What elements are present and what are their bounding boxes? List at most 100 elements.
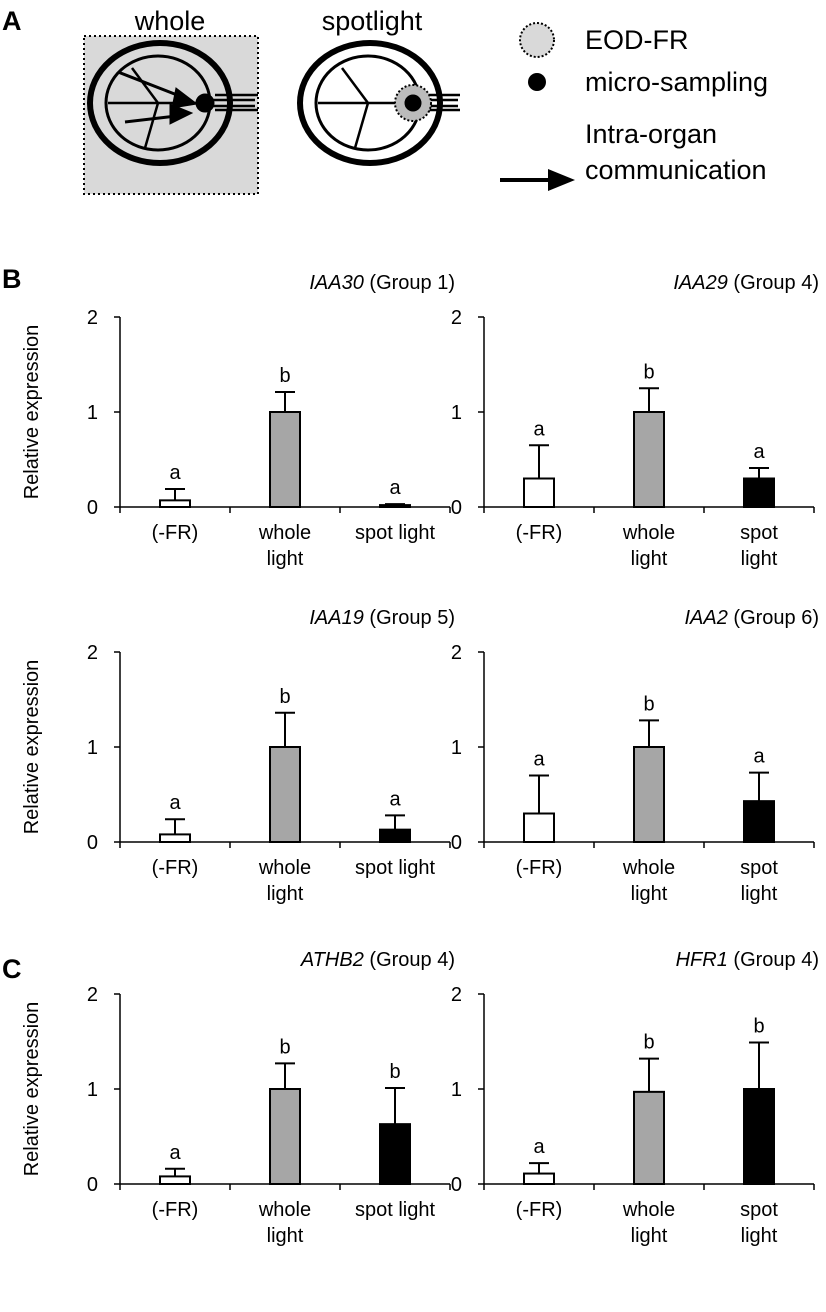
bar: [633, 411, 665, 508]
chart-title: HFR1 (Group 4): [676, 949, 819, 971]
y-tick-label: 1: [451, 402, 462, 424]
significance-letter: b: [279, 686, 290, 708]
chart-title: IAA2 (Group 6): [684, 607, 819, 629]
diagram-label: spotlight: [322, 6, 423, 36]
x-tick-label: whole light: [258, 1199, 312, 1247]
group-name: (Group 5): [369, 607, 455, 629]
significance-letter: a: [533, 749, 545, 771]
bar: [743, 800, 775, 844]
legend-text: EOD-FR: [585, 25, 689, 55]
y-tick-label: 2: [451, 307, 462, 329]
legend-text: Intra-organ communication: [585, 119, 767, 185]
panel-label: A: [2, 6, 22, 36]
legend-text: micro-sampling: [585, 67, 769, 97]
y-tick-label: 0: [87, 497, 98, 519]
legend-icons: [500, 22, 575, 191]
x-tick-label: whole light: [258, 857, 312, 905]
y-tick-label: 2: [451, 984, 462, 1006]
gene-name: IAA19: [309, 607, 363, 629]
x-tick-label: whole light: [622, 1199, 676, 1247]
panel-label: B: [2, 264, 22, 294]
x-tick-label: spot light: [354, 857, 436, 879]
y-axis-label: Relative expression: [21, 1002, 43, 1177]
bar: [379, 504, 411, 509]
x-tick-label: spot light: [740, 857, 778, 905]
y-tick-label: 1: [87, 402, 98, 424]
group-name: (Group 6): [733, 607, 819, 629]
y-tick-label: 0: [87, 832, 98, 854]
significance-letter: b: [753, 1015, 764, 1037]
panel-label: C: [2, 954, 22, 984]
x-tick-label: (-FR): [515, 1199, 563, 1221]
gene-name: HFR1: [676, 949, 728, 971]
y-tick-label: 1: [87, 1079, 98, 1101]
bar: [633, 746, 665, 843]
y-tick-label: 0: [87, 1174, 98, 1196]
significance-letter: b: [643, 693, 654, 715]
significance-letter: b: [389, 1061, 400, 1083]
x-tick-label: (-FR): [151, 857, 199, 879]
y-tick-label: 0: [451, 832, 462, 854]
bar: [269, 1088, 301, 1185]
y-tick-label: 1: [87, 737, 98, 759]
significance-letter: a: [533, 1136, 545, 1158]
x-tick-label: (-FR): [151, 1199, 199, 1221]
y-tick-label: 2: [451, 642, 462, 664]
bar: [523, 812, 555, 843]
significance-letter: a: [389, 788, 401, 810]
significance-letter: b: [643, 1032, 654, 1054]
y-tick-label: 2: [87, 642, 98, 664]
y-tick-label: 1: [451, 737, 462, 759]
gene-name: IAA29: [673, 272, 727, 294]
x-tick-label: whole light: [622, 522, 676, 570]
x-tick-label: (-FR): [151, 522, 199, 544]
x-tick-label: spot light: [740, 1199, 778, 1247]
bar: [523, 1172, 555, 1186]
y-tick-label: 1: [451, 1079, 462, 1101]
gene-name: IAA30: [309, 272, 363, 294]
significance-letter: a: [389, 477, 401, 499]
significance-letter: b: [279, 365, 290, 387]
significance-letter: b: [643, 361, 654, 383]
x-tick-label: (-FR): [515, 857, 563, 879]
bar: [379, 828, 411, 844]
significance-letter: a: [753, 441, 765, 463]
y-tick-label: 2: [87, 307, 98, 329]
spotlight-diagram: [297, 40, 460, 166]
diagram-label: whole: [134, 6, 206, 36]
significance-letter: a: [533, 418, 545, 440]
bar: [159, 499, 191, 509]
x-tick-label: whole light: [258, 522, 312, 570]
y-tick-label: 2: [87, 984, 98, 1006]
chart-title: IAA29 (Group 4): [673, 272, 819, 294]
y-axis-label: Relative expression: [21, 325, 43, 500]
x-tick-label: (-FR): [515, 522, 563, 544]
x-tick-label: spot light: [354, 1199, 436, 1221]
significance-letter: a: [169, 792, 181, 814]
significance-letter: a: [169, 462, 181, 484]
y-tick-label: 0: [451, 1174, 462, 1196]
chart-title: IAA30 (Group 1): [309, 272, 455, 294]
chart-title: IAA19 (Group 5): [309, 607, 455, 629]
x-tick-label: spot light: [354, 522, 436, 544]
bar: [633, 1090, 665, 1185]
group-name: (Group 4): [733, 272, 819, 294]
group-name: (Group 1): [369, 272, 455, 294]
bar: [159, 833, 191, 844]
bar: [269, 411, 301, 508]
bar: [743, 477, 775, 508]
significance-letter: a: [753, 746, 765, 768]
x-tick-label: whole light: [622, 857, 676, 905]
gene-name: IAA2: [684, 607, 727, 629]
gene-name: ATHB2: [300, 949, 364, 971]
bar: [379, 1123, 411, 1186]
significance-letter: b: [279, 1036, 290, 1058]
whole-diagram: [83, 35, 259, 195]
bar: [269, 746, 301, 843]
x-tick-label: spot light: [740, 522, 778, 570]
bar: [159, 1175, 191, 1186]
chart-title: ATHB2 (Group 4): [300, 949, 455, 971]
bar: [523, 477, 555, 508]
group-name: (Group 4): [369, 949, 455, 971]
